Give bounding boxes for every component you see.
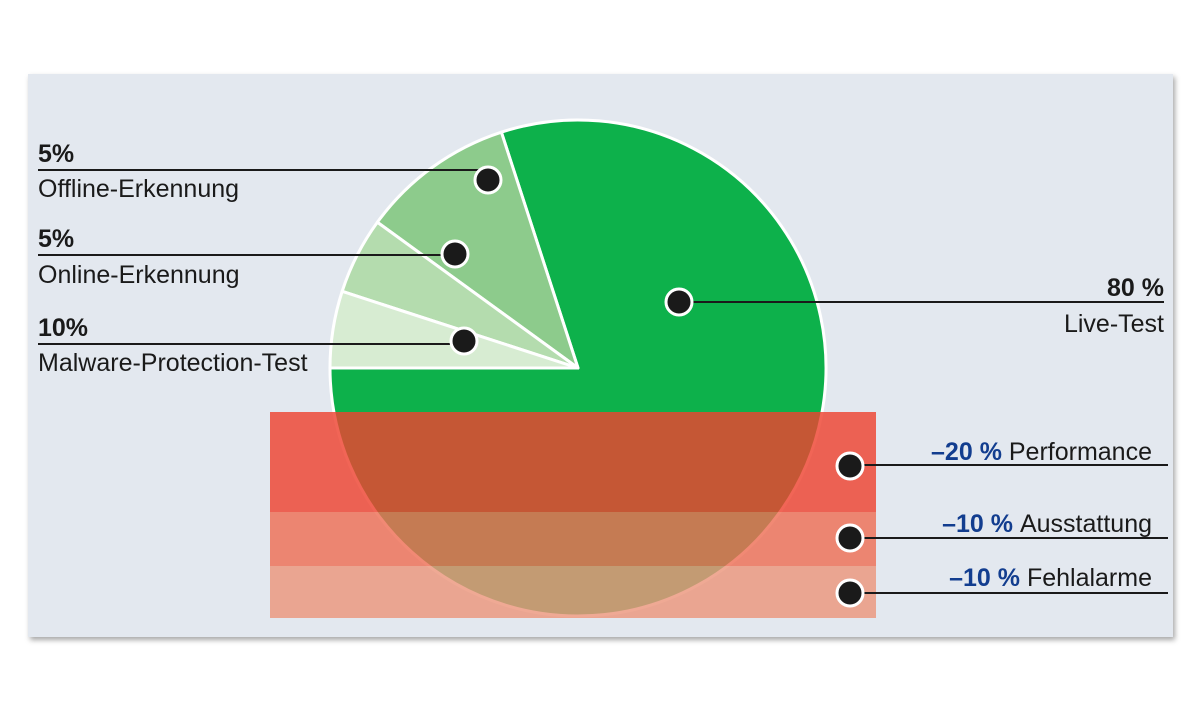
deduction-label-ausstattung: Ausstattung (1020, 510, 1152, 538)
deduction-percent-fehlalarme: –10 % (949, 564, 1027, 592)
deduction-label-performance: Performance (1009, 438, 1152, 466)
slice-percent-online-erkennung: 5% (38, 225, 74, 253)
chart-panel: 80 % Live-Test 10% Malware-Protection-Test 5… (28, 74, 1173, 637)
deduction-label-fehlalarme: Fehlalarme (1027, 564, 1152, 592)
deduction-dot-ausstattung (835, 523, 865, 553)
slice-percent-offline-erkennung: 5% (38, 140, 74, 168)
marker-dot-malware-protection-test (449, 326, 479, 356)
deduction-dot-performance (835, 451, 865, 481)
deduction-band-ausstattung (270, 512, 876, 566)
pie-slice-offline-erkennung (328, 289, 580, 370)
slice-percent-malware-protection-test: 10% (38, 314, 88, 342)
slice-label-online-erkennung: Online-Erkennung (38, 261, 240, 289)
deduction-band-fehlalarme (270, 566, 876, 618)
slice-label-live-test: Live-Test (1064, 310, 1164, 338)
pie-slice-malware-protection-test (375, 130, 580, 370)
slice-label-malware-protection-test: Malware-Protection-Test (38, 349, 308, 377)
deduction-dot-fehlalarme (835, 578, 865, 608)
deduction-text-performance: –20 % Performance (931, 438, 1152, 466)
deduction-percent-ausstattung: –10 % (942, 510, 1020, 538)
deduction-text-fehlalarme: –10 % Fehlalarme (949, 564, 1152, 592)
scoring-chart: 80 % Live-Test 10% Malware-Protection-Test 5… (38, 118, 1168, 618)
deduction-percent-performance: –20 % (931, 438, 1009, 466)
deduction-band-performance (270, 412, 876, 512)
slice-label-offline-erkennung: Offline-Erkennung (38, 175, 239, 203)
deduction-text-ausstattung: –10 % Ausstattung (942, 510, 1152, 538)
marker-dot-online-erkennung (440, 239, 470, 269)
marker-dot-live-test (664, 287, 694, 317)
slice-percent-live-test: 80 % (1107, 274, 1164, 302)
marker-dot-offline-erkennung (473, 165, 503, 195)
